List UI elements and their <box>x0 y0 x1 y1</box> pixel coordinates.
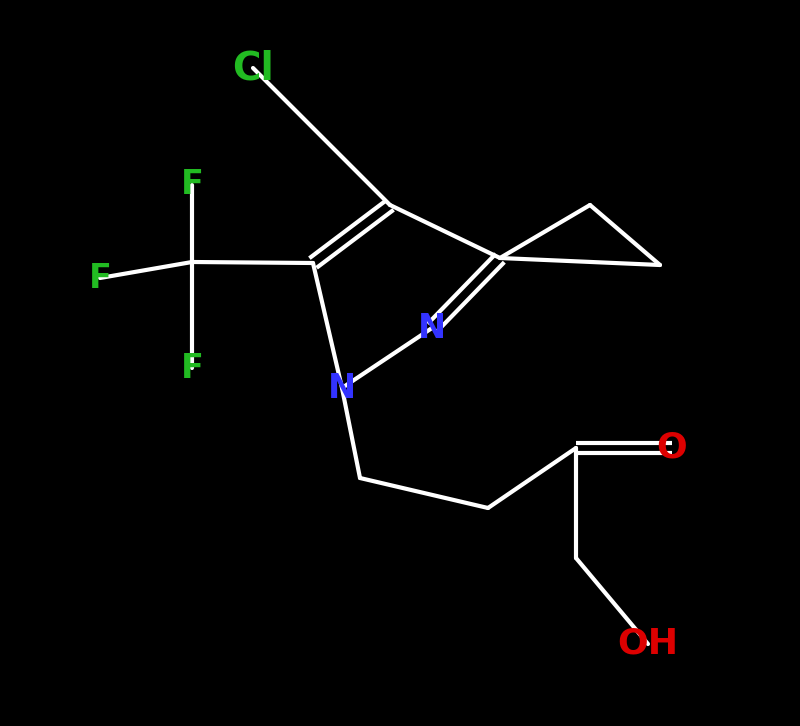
Text: F: F <box>89 261 111 295</box>
Text: Cl: Cl <box>232 49 274 87</box>
Text: N: N <box>328 372 356 404</box>
Text: F: F <box>181 168 203 202</box>
Text: OH: OH <box>618 627 678 661</box>
Text: N: N <box>418 311 446 345</box>
Text: F: F <box>181 351 203 385</box>
Text: O: O <box>657 431 687 465</box>
